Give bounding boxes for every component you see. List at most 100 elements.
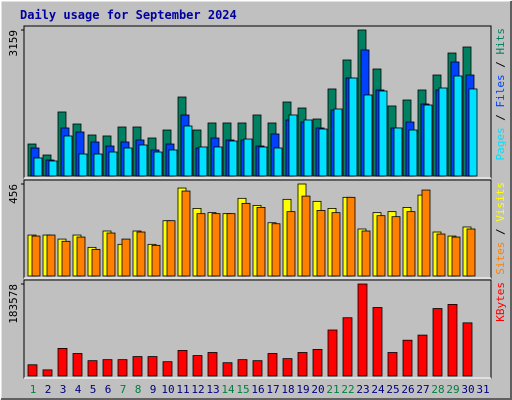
bar	[288, 114, 298, 177]
bar	[421, 189, 431, 277]
y-tick-label: 3159	[7, 30, 20, 57]
legend-entry: Files	[494, 74, 507, 107]
x-tick-label: 12	[191, 383, 204, 396]
x-tick-label: 22	[341, 383, 354, 396]
bar	[48, 160, 58, 177]
bar	[181, 190, 191, 277]
y-tick-label: 456	[7, 184, 20, 204]
bar	[211, 213, 221, 277]
bar	[136, 231, 146, 277]
bar	[391, 216, 401, 277]
x-tick-label: 21	[326, 383, 339, 396]
bar	[222, 362, 233, 377]
chart-title: Daily usage for September 2024	[20, 8, 237, 22]
x-tick-label: 26	[401, 383, 414, 396]
bar	[258, 146, 268, 177]
bar	[363, 94, 373, 177]
x-tick-label: 16	[251, 383, 264, 396]
bar	[333, 108, 343, 177]
x-tick-label: 24	[371, 383, 385, 396]
legend-entry: Hits	[494, 28, 507, 55]
x-tick-label: 3	[60, 383, 67, 396]
x-tick-label: 5	[90, 383, 97, 396]
bar	[198, 146, 208, 177]
bar	[102, 359, 113, 377]
bar	[303, 119, 313, 177]
bar	[46, 234, 56, 277]
y-tick-label: 183578	[7, 284, 20, 324]
bar	[318, 128, 328, 177]
bar	[108, 151, 118, 177]
x-tick-label: 31	[476, 383, 489, 396]
legend: Pages / Files / Hits	[494, 28, 507, 161]
legend: Sites / Visits	[494, 182, 507, 275]
bar	[273, 147, 283, 177]
bar	[252, 360, 263, 377]
bar	[213, 146, 223, 177]
bar	[27, 364, 38, 377]
bar	[153, 151, 163, 177]
bar	[297, 352, 308, 377]
bar	[241, 202, 251, 277]
bar	[106, 232, 116, 277]
bar	[451, 236, 461, 277]
bar	[316, 210, 326, 277]
x-tick-label: 8	[135, 383, 142, 396]
bar	[348, 77, 358, 177]
bar	[462, 322, 473, 377]
bar	[468, 88, 478, 177]
bar	[432, 308, 443, 377]
bar	[117, 359, 128, 377]
legend-separator: /	[494, 222, 507, 242]
legend-entry: Pages	[494, 127, 507, 160]
x-tick-label: 17	[266, 383, 279, 396]
x-tick-label: 30	[461, 383, 474, 396]
bar	[226, 213, 236, 277]
bar	[192, 355, 203, 377]
bar	[177, 350, 188, 377]
bar	[33, 157, 43, 177]
bar	[393, 127, 403, 177]
legend-separator: /	[494, 55, 507, 75]
bar	[301, 195, 311, 277]
bar	[453, 75, 463, 177]
bar	[361, 230, 371, 277]
legend-separator: /	[494, 108, 507, 128]
bar	[121, 238, 131, 277]
bar	[237, 359, 248, 377]
x-tick-label: 4	[75, 383, 82, 396]
legend-entry: Sites	[494, 242, 507, 275]
bar	[63, 135, 73, 177]
x-tick-label: 25	[386, 383, 399, 396]
bar	[78, 153, 88, 177]
legend-entry: KBytes	[494, 282, 507, 322]
bar	[243, 138, 253, 177]
x-tick-label: 7	[120, 383, 127, 396]
x-tick-label: 23	[356, 383, 369, 396]
legend-entry: Visits	[494, 182, 507, 222]
bar	[57, 347, 68, 377]
bar	[42, 369, 53, 377]
bar	[438, 87, 448, 177]
bar	[376, 215, 386, 277]
bar	[151, 244, 161, 277]
x-tick-label: 27	[416, 383, 429, 396]
bar	[402, 339, 413, 377]
x-tick-label: 28	[431, 383, 444, 396]
bar	[147, 356, 158, 377]
bar	[168, 149, 178, 177]
x-tick-label: 29	[446, 383, 459, 396]
bar	[342, 317, 353, 377]
bar	[166, 220, 176, 277]
bar	[207, 352, 218, 377]
bar	[423, 104, 433, 177]
x-tick-label: 15	[236, 383, 249, 396]
bar	[61, 240, 71, 277]
x-tick-label: 1	[30, 383, 37, 396]
x-tick-label: 6	[105, 383, 112, 396]
bar	[331, 212, 341, 277]
x-tick-label: 9	[150, 383, 157, 396]
